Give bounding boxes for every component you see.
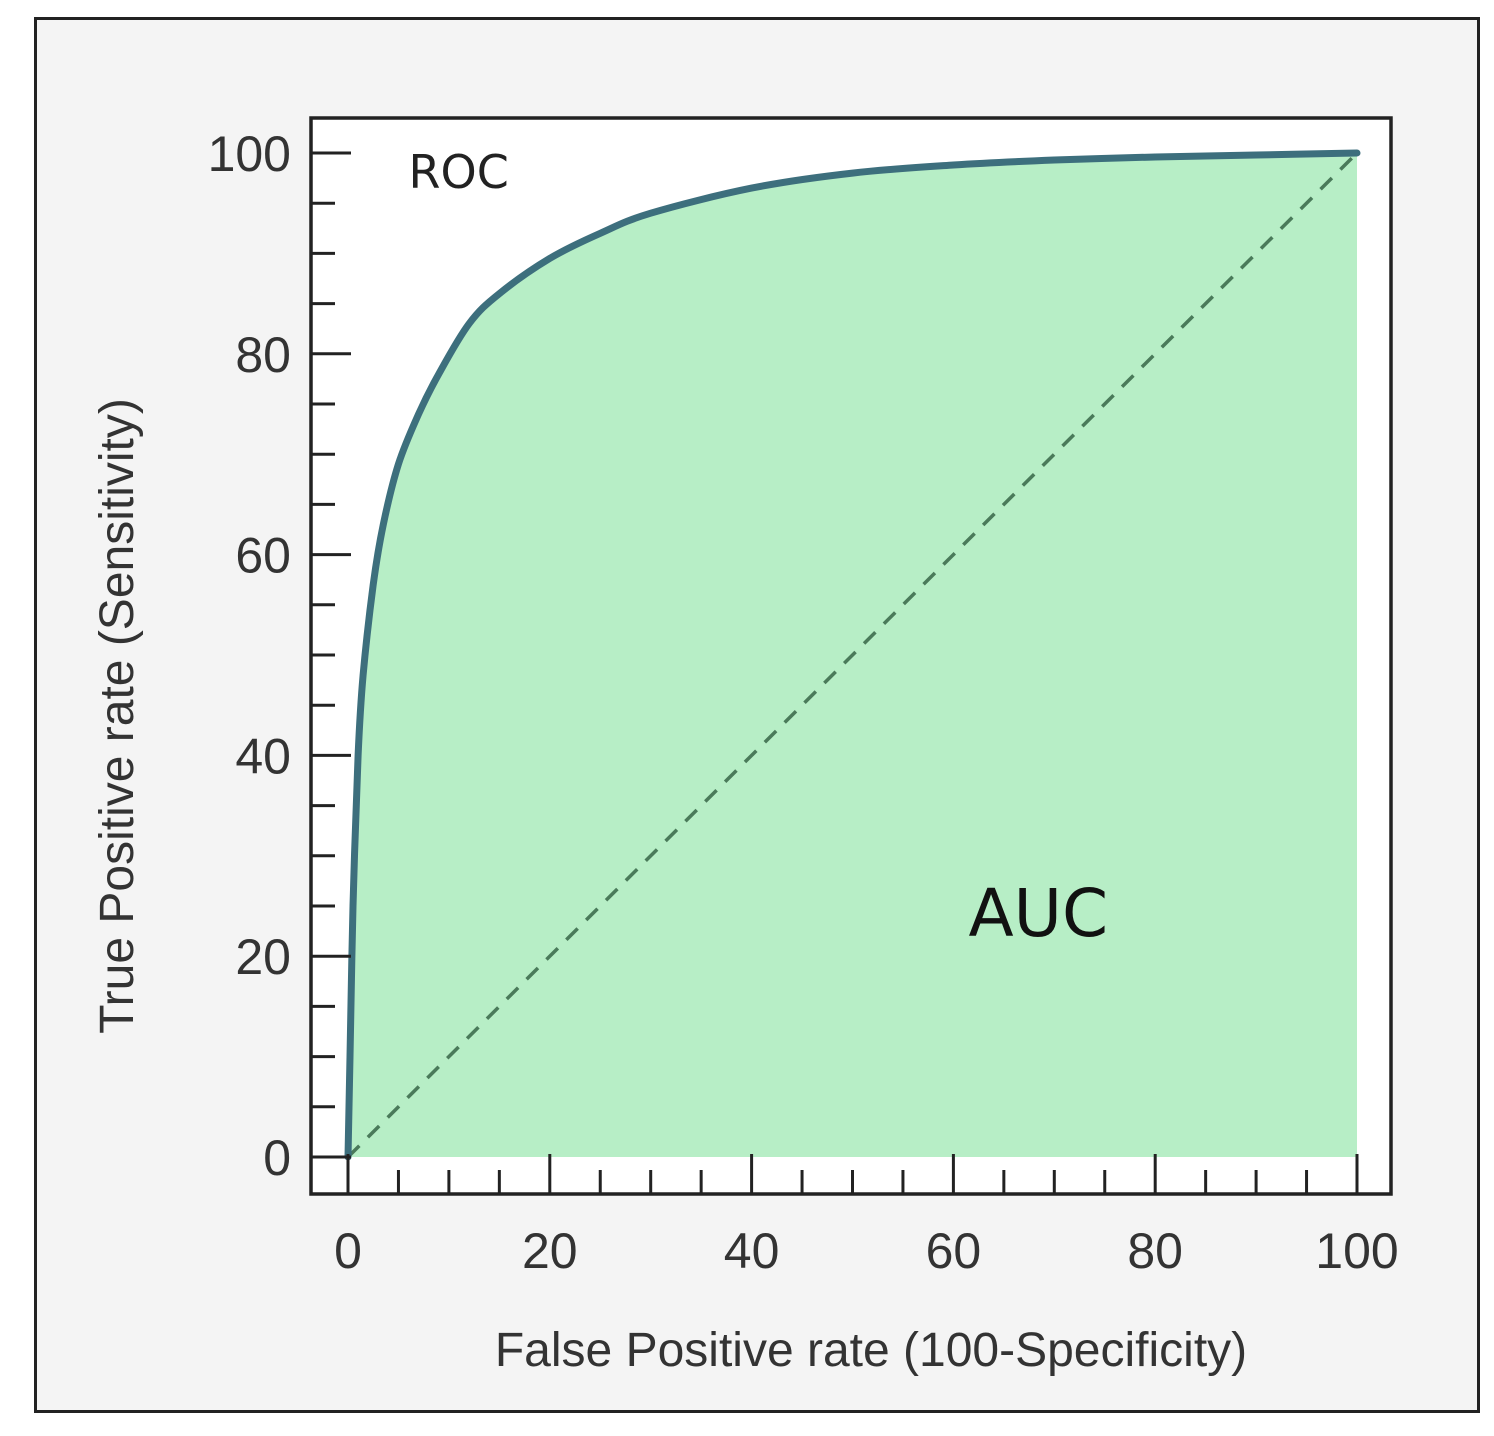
chart-frame: ROC AUC False Positive rate (100-Specifi…: [34, 17, 1480, 1413]
y-tick-label: 0: [263, 1130, 291, 1186]
x-tick-label: 60: [926, 1223, 982, 1279]
y-axis-ticks: 0 20 40 60 80 100: [208, 126, 351, 1186]
roc-chart: ROC AUC False Positive rate (100-Specifi…: [91, 116, 1399, 1377]
y-axis-title: True Positive rate (Sensitivity): [91, 398, 144, 1034]
y-tick-label: 40: [235, 728, 291, 784]
y-tick-label: 80: [235, 327, 291, 383]
x-tick-label: 40: [724, 1223, 780, 1279]
x-axis-title: False Positive rate (100-Specificity): [495, 1324, 1247, 1377]
annotation-roc: ROC: [409, 145, 509, 199]
y-tick-label: 100: [208, 126, 291, 182]
y-tick-label: 20: [235, 929, 291, 985]
plot-area: [309, 116, 1393, 1196]
chance-diagonal-line: [346, 151, 1359, 1159]
x-tick-label: 100: [1315, 1223, 1398, 1279]
x-tick-label: 20: [522, 1223, 578, 1279]
x-tick-label: 80: [1127, 1223, 1183, 1279]
x-axis-ticks: 0 20 40 60 80 100: [334, 1154, 1399, 1279]
annotation-auc: AUC: [969, 875, 1109, 952]
y-tick-label: 60: [235, 528, 291, 584]
x-tick-label: 0: [334, 1223, 362, 1279]
roc-curve-line: [344, 149, 1361, 1161]
